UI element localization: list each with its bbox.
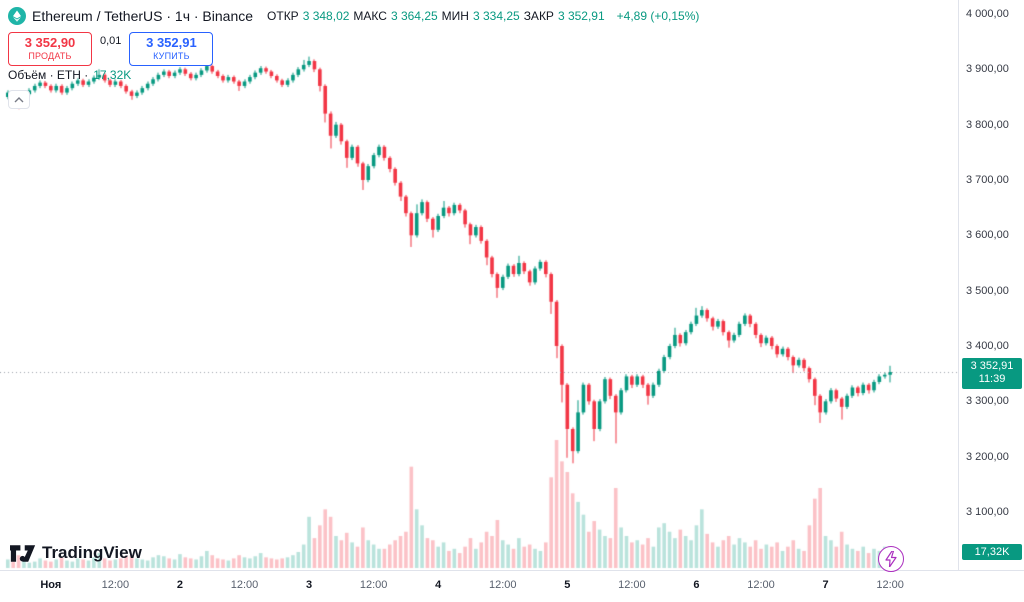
candlestick-chart-canvas[interactable] — [0, 0, 958, 570]
price-axis-label: 4 000,00 — [966, 8, 1009, 20]
price-axis-label: 3 500,00 — [966, 284, 1009, 297]
ohlc-values: ОТКР 3 348,02 МАКС 3 364,25 МИН 3 334,25… — [267, 9, 605, 23]
time-axis-label: 12:00 — [230, 579, 259, 591]
close-label: ЗАКР — [523, 9, 554, 23]
low-label: МИН — [441, 9, 469, 23]
time-axis[interactable]: Ноя 12:00 2 12:00 3 12:00 4 12:00 5 12:00 6 12:00 7 1… — [0, 570, 1024, 602]
time-axis-label: 5 — [564, 579, 571, 591]
price-axis-label: 3 100,00 — [966, 506, 1009, 518]
time-axis-label: 12:00 — [747, 579, 775, 591]
last-price-value: 3 352,91 — [970, 360, 1014, 373]
volume-badge: 17,32K — [962, 544, 1022, 560]
high-value: 3 364,25 — [390, 9, 438, 23]
trade-widget: 3 352,90 ПРОДАТЬ 0,01 3 352,91 КУПИТЬ — [8, 32, 214, 66]
time-axis-label: 6 — [693, 579, 700, 591]
time-axis-label: 4 — [435, 579, 442, 591]
time-axis-label: 2 — [176, 579, 184, 591]
volume-legend-value: 17,32K — [93, 68, 132, 82]
symbol-title[interactable]: Ethereum / TetherUS · 1ч · Binance — [32, 8, 254, 24]
ethereum-icon — [8, 7, 26, 25]
last-price-badge: 3 352,91 11:39 — [962, 358, 1022, 390]
buy-label: КУПИТЬ — [153, 50, 190, 61]
price-axis-label: 3 300,00 — [966, 395, 1009, 408]
bar-countdown: 11:39 — [978, 373, 1006, 386]
chart-pane[interactable] — [0, 0, 958, 570]
time-axis-label: 12:00 — [876, 579, 904, 591]
buy-button[interactable]: 3 352,91 КУПИТЬ — [129, 32, 214, 66]
spread-value: 0,01 — [95, 35, 127, 47]
volume-legend[interactable]: Объём · ETH · 17,32K — [8, 68, 131, 82]
time-axis-label: Ноя — [40, 579, 62, 591]
tradingview-logo[interactable]: TradingView — [10, 543, 142, 563]
collapse-legend-button[interactable] — [8, 90, 30, 109]
symbol-legend: Ethereum / TetherUS · 1ч · Binance ОТКР … — [8, 7, 699, 25]
time-axis-label: 12:00 — [618, 579, 646, 591]
price-axis-label: 3 400,00 — [966, 340, 1009, 352]
volume-legend-label: Объём · ETH · — [8, 68, 89, 82]
price-axis-label: 3 600,00 — [966, 229, 1009, 242]
time-axis-label: 12:00 — [359, 579, 388, 591]
price-axis-label: 3 900,00 — [966, 63, 1009, 76]
time-axis-label: 3 — [306, 579, 313, 591]
lightning-icon — [885, 551, 897, 567]
price-axis-label: 3 800,00 — [966, 118, 1009, 131]
sell-price: 3 352,90 — [24, 35, 76, 51]
high-label: МАКС — [353, 9, 387, 23]
sell-label: ПРОДАТЬ — [28, 50, 72, 61]
price-change: +4,89 (+0,15%) — [616, 9, 700, 23]
buy-price: 3 352,91 — [146, 35, 197, 51]
sell-button[interactable]: 3 352,90 ПРОДАТЬ — [8, 32, 92, 66]
close-value: 3 352,91 — [557, 9, 605, 23]
open-label: ОТКР — [267, 9, 299, 23]
lightning-button[interactable] — [878, 546, 904, 572]
tradingview-mark-icon — [10, 544, 36, 562]
time-axis-label: 7 — [822, 579, 829, 591]
time-axis-label: 12:00 — [488, 579, 517, 591]
price-axis-label: 3 700,00 — [966, 174, 1009, 186]
tradingview-logo-text: TradingView — [42, 543, 142, 562]
open-value: 3 348,02 — [302, 9, 350, 23]
low-value: 3 334,25 — [472, 9, 520, 23]
chevron-up-icon — [14, 96, 24, 102]
price-axis[interactable]: 3 352,91 11:39 17,32K 4 000,00 3 900,00 3 … — [958, 0, 1024, 570]
time-axis-label: 12:00 — [101, 579, 130, 591]
price-axis-label: 3 200,00 — [966, 450, 1009, 463]
